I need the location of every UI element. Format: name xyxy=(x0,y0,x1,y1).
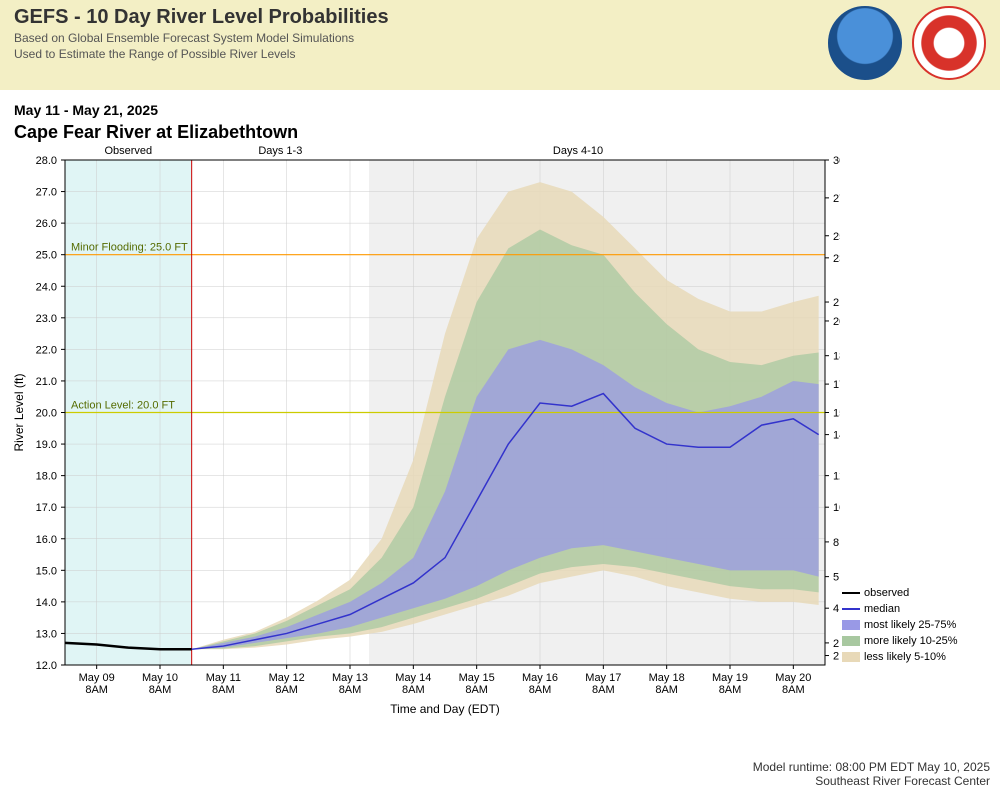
forecast-center: Southeast River Forecast Center xyxy=(815,774,990,788)
svg-text:8AM: 8AM xyxy=(719,684,742,696)
svg-text:23,000: 23,000 xyxy=(833,253,840,265)
svg-text:21,000: 21,000 xyxy=(833,297,840,309)
svg-text:25,000: 25,000 xyxy=(833,231,840,243)
footer: Model runtime: 08:00 PM EDT May 10, 2025… xyxy=(0,760,990,788)
header-banner: GEFS - 10 Day River Level Probabilities … xyxy=(0,0,1000,90)
svg-text:8AM: 8AM xyxy=(339,684,362,696)
svg-text:8AM: 8AM xyxy=(655,684,678,696)
svg-text:May 09: May 09 xyxy=(79,672,115,684)
chart-legend: observed median most likely 25-75% more … xyxy=(842,585,958,665)
legend-band1: most likely 25-75% xyxy=(842,617,958,633)
svg-text:May 17: May 17 xyxy=(585,672,621,684)
svg-text:May 10: May 10 xyxy=(142,672,178,684)
svg-text:5,900: 5,900 xyxy=(833,572,840,584)
svg-text:8AM: 8AM xyxy=(402,684,425,696)
svg-text:May 18: May 18 xyxy=(649,672,685,684)
svg-text:23.0: 23.0 xyxy=(36,313,57,325)
noaa-logo-icon xyxy=(828,6,902,80)
svg-text:22.0: 22.0 xyxy=(36,344,57,356)
svg-text:25.0: 25.0 xyxy=(36,250,57,262)
svg-text:14,000: 14,000 xyxy=(833,430,840,442)
date-range: May 11 - May 21, 2025 xyxy=(14,102,158,118)
svg-text:Days 4-10: Days 4-10 xyxy=(553,145,603,157)
svg-text:Observed: Observed xyxy=(104,145,152,157)
svg-text:16.0: 16.0 xyxy=(36,534,57,546)
svg-text:30,000: 30,000 xyxy=(833,155,840,167)
svg-text:19.0: 19.0 xyxy=(36,439,57,451)
svg-text:8AM: 8AM xyxy=(275,684,298,696)
svg-text:Action Level: 20.0 FT: Action Level: 20.0 FT xyxy=(71,400,175,412)
svg-text:2,100: 2,100 xyxy=(833,651,840,663)
svg-text:14.0: 14.0 xyxy=(36,597,57,609)
svg-text:Time and Day (EDT): Time and Day (EDT) xyxy=(390,702,500,716)
svg-text:May 13: May 13 xyxy=(332,672,368,684)
svg-text:15,000: 15,000 xyxy=(833,408,840,420)
svg-text:26.0: 26.0 xyxy=(36,218,57,230)
legend-observed: observed xyxy=(842,585,958,601)
svg-text:15.0: 15.0 xyxy=(36,565,57,577)
svg-text:May 16: May 16 xyxy=(522,672,558,684)
svg-text:17,000: 17,000 xyxy=(833,379,840,391)
svg-text:May 20: May 20 xyxy=(775,672,811,684)
svg-text:4,000: 4,000 xyxy=(833,603,840,615)
svg-text:Minor Flooding: 25.0 FT: Minor Flooding: 25.0 FT xyxy=(71,242,188,254)
model-runtime: Model runtime: 08:00 PM EDT May 10, 2025 xyxy=(753,760,990,774)
svg-text:28.0: 28.0 xyxy=(36,155,57,167)
svg-text:8AM: 8AM xyxy=(529,684,552,696)
nws-logo-icon xyxy=(912,6,986,80)
svg-text:8AM: 8AM xyxy=(85,684,108,696)
svg-text:May 19: May 19 xyxy=(712,672,748,684)
svg-text:May 12: May 12 xyxy=(269,672,305,684)
legend-band3: less likely 5-10% xyxy=(842,649,958,665)
svg-text:20.0: 20.0 xyxy=(36,408,57,420)
svg-text:17.0: 17.0 xyxy=(36,502,57,514)
svg-text:24.0: 24.0 xyxy=(36,281,57,293)
legend-band2: more likely 10-25% xyxy=(842,633,958,649)
svg-text:27,000: 27,000 xyxy=(833,193,840,205)
svg-text:May 11: May 11 xyxy=(206,672,241,684)
probability-chart: 12.0 13.0 14.0 15.0 16.0 17.0 18.0 19.0 20.0 21.0… xyxy=(0,140,840,720)
svg-text:8AM: 8AM xyxy=(465,684,488,696)
svg-text:Days 1-3: Days 1-3 xyxy=(258,145,302,157)
svg-text:8,200: 8,200 xyxy=(833,537,840,549)
svg-text:8AM: 8AM xyxy=(149,684,172,696)
svg-text:13.0: 13.0 xyxy=(36,628,57,640)
svg-text:12.0: 12.0 xyxy=(36,660,57,672)
svg-text:River Level (ft): River Level (ft) xyxy=(12,373,26,451)
svg-text:May 15: May 15 xyxy=(459,672,495,684)
svg-text:20,000: 20,000 xyxy=(833,316,840,328)
svg-text:2,800: 2,800 xyxy=(833,638,840,650)
svg-text:21.0: 21.0 xyxy=(36,376,57,388)
svg-text:8AM: 8AM xyxy=(782,684,805,696)
svg-text:12,000: 12,000 xyxy=(833,471,840,483)
svg-text:27.0: 27.0 xyxy=(36,187,57,199)
legend-median: median xyxy=(842,601,958,617)
svg-text:8AM: 8AM xyxy=(212,684,235,696)
svg-text:18,000: 18,000 xyxy=(833,351,840,363)
logo-group xyxy=(828,6,986,80)
svg-text:18.0: 18.0 xyxy=(36,471,57,483)
svg-text:May 14: May 14 xyxy=(395,672,431,684)
svg-text:10,000: 10,000 xyxy=(833,502,840,514)
svg-text:8AM: 8AM xyxy=(592,684,615,696)
